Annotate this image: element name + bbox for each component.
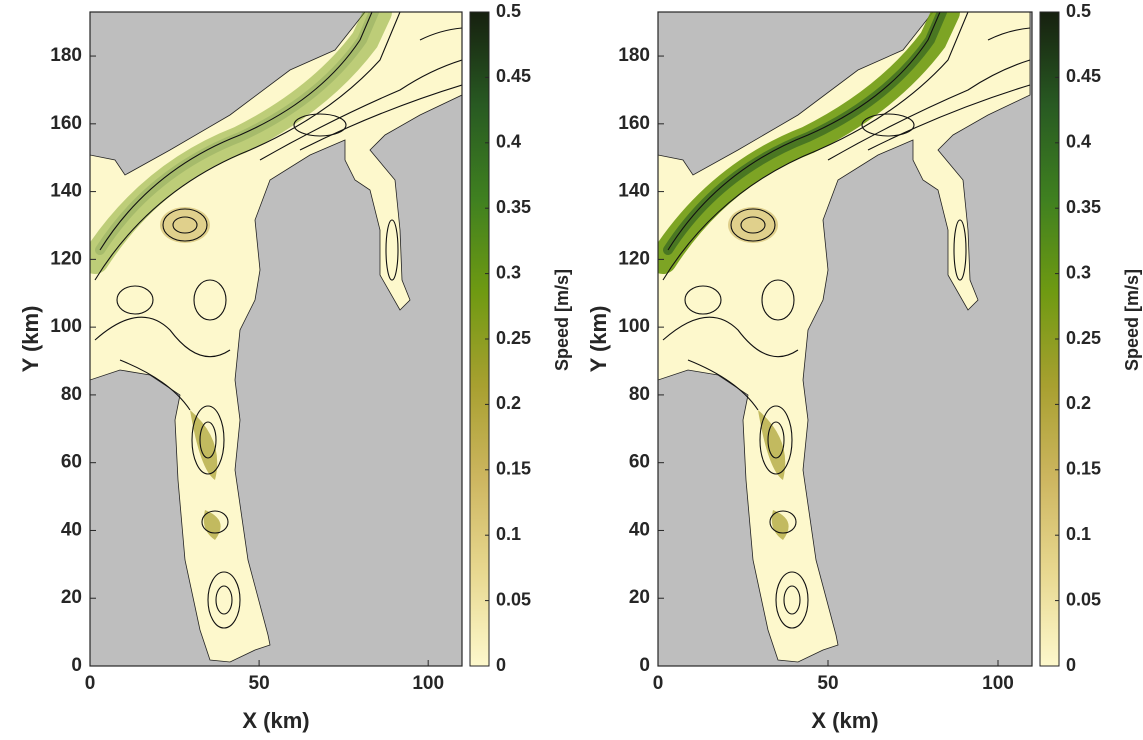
y-tick-label: 180 bbox=[618, 45, 650, 66]
y-tick-label: 160 bbox=[50, 113, 82, 134]
y-tick-label: 20 bbox=[61, 587, 82, 608]
x-axis-label: X (km) bbox=[242, 708, 309, 733]
axes-box bbox=[89, 11, 463, 667]
colorbar-tick-label: 0.45 bbox=[496, 66, 531, 86]
colorbar-tick-label: 0.05 bbox=[496, 589, 531, 609]
y-tick-label: 180 bbox=[50, 45, 82, 66]
colorbar-tick-label: 0.45 bbox=[1066, 66, 1101, 86]
y-tick-label: 40 bbox=[629, 519, 650, 540]
x-tick-label: 100 bbox=[412, 673, 444, 694]
colorbar-tick-label: 0.25 bbox=[496, 328, 531, 348]
y-tick-label: 0 bbox=[71, 655, 82, 676]
colorbar-label: Speed [m/s] bbox=[552, 269, 572, 371]
y-tick-label: 120 bbox=[618, 248, 650, 269]
colorbar-label: Speed [m/s] bbox=[1122, 269, 1142, 371]
map-panel bbox=[90, 12, 462, 666]
colorbar-tick-label: 0.25 bbox=[1066, 328, 1101, 348]
colorbar-tick-label: 0.5 bbox=[496, 1, 521, 21]
colorbar-tick-label: 0.05 bbox=[1066, 589, 1101, 609]
colorbar-tick-label: 0.3 bbox=[1066, 262, 1091, 282]
map-panel bbox=[658, 12, 1032, 666]
water bbox=[90, 12, 462, 663]
colorbar-tick-label: 0.2 bbox=[496, 393, 521, 413]
colorbar-tick-label: 0.15 bbox=[496, 459, 531, 479]
eddy-shading bbox=[160, 207, 210, 243]
colorbar-tick-label: 0 bbox=[1066, 655, 1076, 675]
y-tick-label: 40 bbox=[61, 519, 82, 540]
x-tick-label: 100 bbox=[982, 673, 1014, 694]
water bbox=[658, 12, 1031, 663]
x-tick-label: 0 bbox=[85, 673, 96, 694]
strong-current-core bbox=[663, 12, 947, 255]
y-tick-label: 60 bbox=[61, 452, 82, 473]
eddy-shading bbox=[758, 410, 789, 540]
strong-current-core bbox=[95, 12, 379, 255]
y-tick-label: 80 bbox=[629, 384, 650, 405]
y-tick-label: 140 bbox=[50, 181, 82, 202]
y-tick-label: 120 bbox=[50, 248, 82, 269]
x-tick-label: 50 bbox=[817, 673, 838, 694]
eddy-shading bbox=[728, 207, 778, 243]
y-tick-label: 100 bbox=[50, 316, 82, 337]
colorbar-tick-label: 0 bbox=[496, 655, 506, 675]
y-axis-label: Y (km) bbox=[586, 306, 611, 373]
colorbar-tick-label: 0.1 bbox=[496, 524, 521, 544]
y-tick-label: 0 bbox=[639, 655, 650, 676]
colorbar-tick-label: 0.4 bbox=[1066, 132, 1091, 152]
y-tick-label: 60 bbox=[629, 452, 650, 473]
y-axis-label: Y (km) bbox=[18, 306, 43, 373]
axes-box bbox=[657, 11, 1033, 667]
y-tick-label: 100 bbox=[618, 316, 650, 337]
y-tick-label: 140 bbox=[618, 181, 650, 202]
x-tick-label: 50 bbox=[249, 673, 270, 694]
x-axis-label: X (km) bbox=[811, 708, 878, 733]
colorbar-tick-label: 0.4 bbox=[496, 132, 521, 152]
colorbar-tick-label: 0.15 bbox=[1066, 459, 1101, 479]
y-tick-label: 20 bbox=[629, 587, 650, 608]
x-tick-label: 0 bbox=[653, 673, 664, 694]
strong-current bbox=[90, 12, 392, 274]
colorbar-tick-label: 0.35 bbox=[496, 197, 531, 217]
eddy-shading bbox=[190, 410, 221, 540]
colorbar-tick-label: 0.5 bbox=[1066, 1, 1091, 21]
y-tick-label: 80 bbox=[61, 384, 82, 405]
y-tick-label: 160 bbox=[618, 113, 650, 134]
colorbar-tick-label: 0.3 bbox=[496, 262, 521, 282]
colorbar-tick-label: 0.1 bbox=[1066, 524, 1091, 544]
colorbar-tick-label: 0.35 bbox=[1066, 197, 1101, 217]
colorbar-tick-label: 0.2 bbox=[1066, 393, 1091, 413]
